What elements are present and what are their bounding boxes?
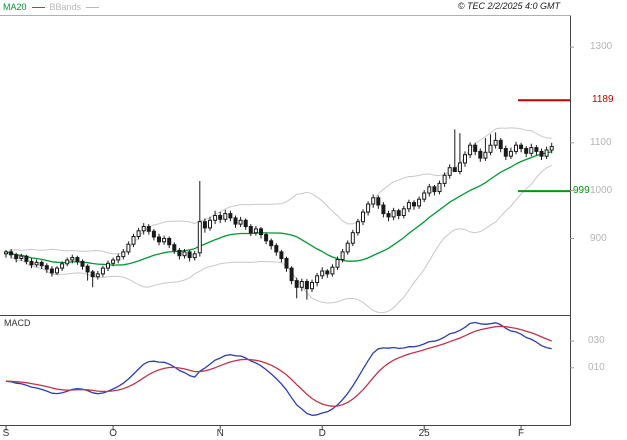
- ma20-line-sample-icon: [31, 7, 45, 8]
- bbands-line-sample-icon: [86, 7, 100, 8]
- macd-panel-label: MACD: [4, 318, 31, 328]
- legend: MA20 BBands: [3, 2, 100, 13]
- ma20-line: [5, 151, 552, 266]
- legend-ma20-label: MA20: [3, 2, 27, 12]
- bollinger-lower-line: [5, 165, 552, 314]
- macd-signal-line: [5, 325, 552, 407]
- macd-line: [5, 321, 552, 416]
- legend-bbands-label: BBands: [49, 2, 82, 12]
- copyright-timestamp: © TEC 2/2/2025 4:0 GMT: [457, 1, 560, 11]
- candlesticks: [4, 129, 554, 300]
